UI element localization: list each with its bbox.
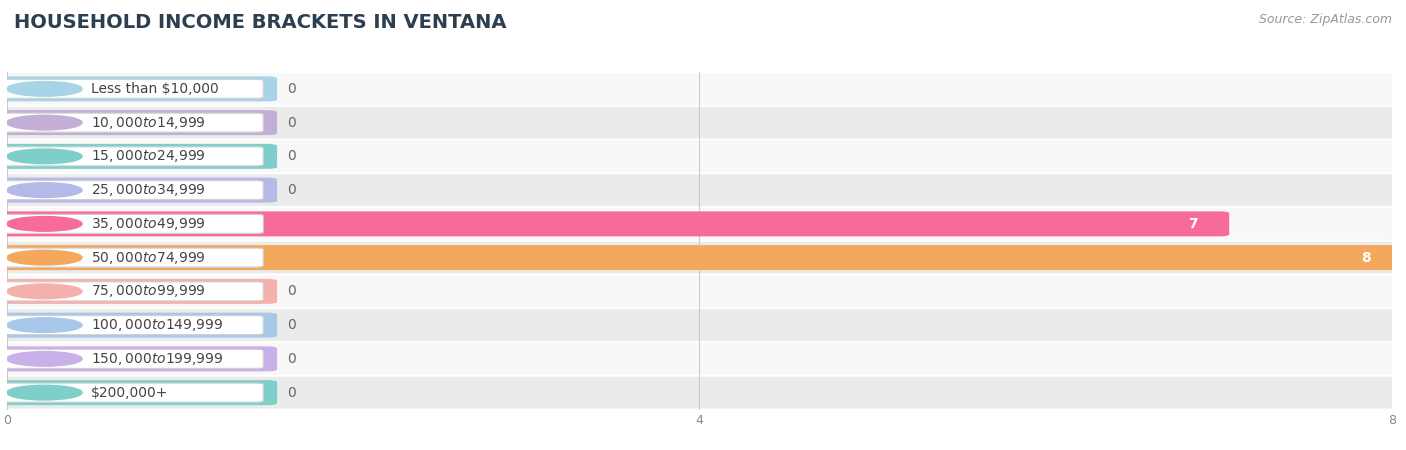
FancyBboxPatch shape [0, 275, 1399, 307]
FancyBboxPatch shape [0, 178, 277, 202]
Text: $50,000 to $74,999: $50,000 to $74,999 [91, 250, 205, 266]
Text: Less than $10,000: Less than $10,000 [91, 82, 218, 96]
Text: $100,000 to $149,999: $100,000 to $149,999 [91, 317, 224, 333]
FancyBboxPatch shape [0, 212, 1229, 236]
Circle shape [7, 250, 82, 265]
FancyBboxPatch shape [0, 380, 277, 405]
FancyBboxPatch shape [4, 79, 263, 99]
Text: 0: 0 [287, 318, 297, 332]
Text: 0: 0 [287, 149, 297, 163]
Circle shape [7, 284, 82, 299]
Text: 0: 0 [287, 82, 297, 96]
Text: 7: 7 [1188, 217, 1198, 231]
FancyBboxPatch shape [0, 76, 277, 101]
Circle shape [7, 149, 82, 164]
FancyBboxPatch shape [4, 180, 263, 200]
FancyBboxPatch shape [0, 343, 1399, 375]
FancyBboxPatch shape [4, 214, 263, 234]
Text: $10,000 to $14,999: $10,000 to $14,999 [91, 115, 205, 130]
Text: 0: 0 [287, 352, 297, 366]
Text: 0: 0 [287, 116, 297, 130]
Text: 0: 0 [287, 183, 297, 197]
FancyBboxPatch shape [0, 140, 1399, 172]
Circle shape [7, 183, 82, 198]
FancyBboxPatch shape [4, 282, 263, 301]
FancyBboxPatch shape [4, 147, 263, 166]
FancyBboxPatch shape [4, 383, 263, 402]
FancyBboxPatch shape [0, 110, 277, 135]
FancyBboxPatch shape [0, 313, 277, 338]
Text: $200,000+: $200,000+ [91, 386, 169, 400]
Text: 0: 0 [287, 386, 297, 400]
FancyBboxPatch shape [0, 144, 277, 169]
Circle shape [7, 351, 82, 366]
Circle shape [7, 216, 82, 231]
Circle shape [7, 318, 82, 333]
FancyBboxPatch shape [0, 245, 1402, 270]
Text: $150,000 to $199,999: $150,000 to $199,999 [91, 351, 224, 367]
Text: Source: ZipAtlas.com: Source: ZipAtlas.com [1258, 14, 1392, 27]
FancyBboxPatch shape [0, 208, 1399, 240]
Circle shape [7, 115, 82, 130]
Text: 0: 0 [287, 284, 297, 298]
FancyBboxPatch shape [4, 349, 263, 369]
FancyBboxPatch shape [0, 279, 277, 304]
Text: $25,000 to $34,999: $25,000 to $34,999 [91, 182, 205, 198]
FancyBboxPatch shape [0, 309, 1399, 341]
FancyBboxPatch shape [0, 174, 1399, 206]
FancyBboxPatch shape [0, 107, 1399, 139]
FancyBboxPatch shape [0, 242, 1399, 274]
FancyBboxPatch shape [0, 346, 277, 371]
FancyBboxPatch shape [4, 315, 263, 335]
Text: 8: 8 [1361, 251, 1371, 265]
Text: HOUSEHOLD INCOME BRACKETS IN VENTANA: HOUSEHOLD INCOME BRACKETS IN VENTANA [14, 14, 506, 32]
Text: $35,000 to $49,999: $35,000 to $49,999 [91, 216, 205, 232]
Circle shape [7, 81, 82, 96]
Circle shape [7, 385, 82, 400]
Text: $75,000 to $99,999: $75,000 to $99,999 [91, 284, 205, 299]
FancyBboxPatch shape [4, 248, 263, 267]
FancyBboxPatch shape [0, 377, 1399, 409]
FancyBboxPatch shape [0, 73, 1399, 105]
Text: $15,000 to $24,999: $15,000 to $24,999 [91, 148, 205, 164]
FancyBboxPatch shape [4, 113, 263, 132]
